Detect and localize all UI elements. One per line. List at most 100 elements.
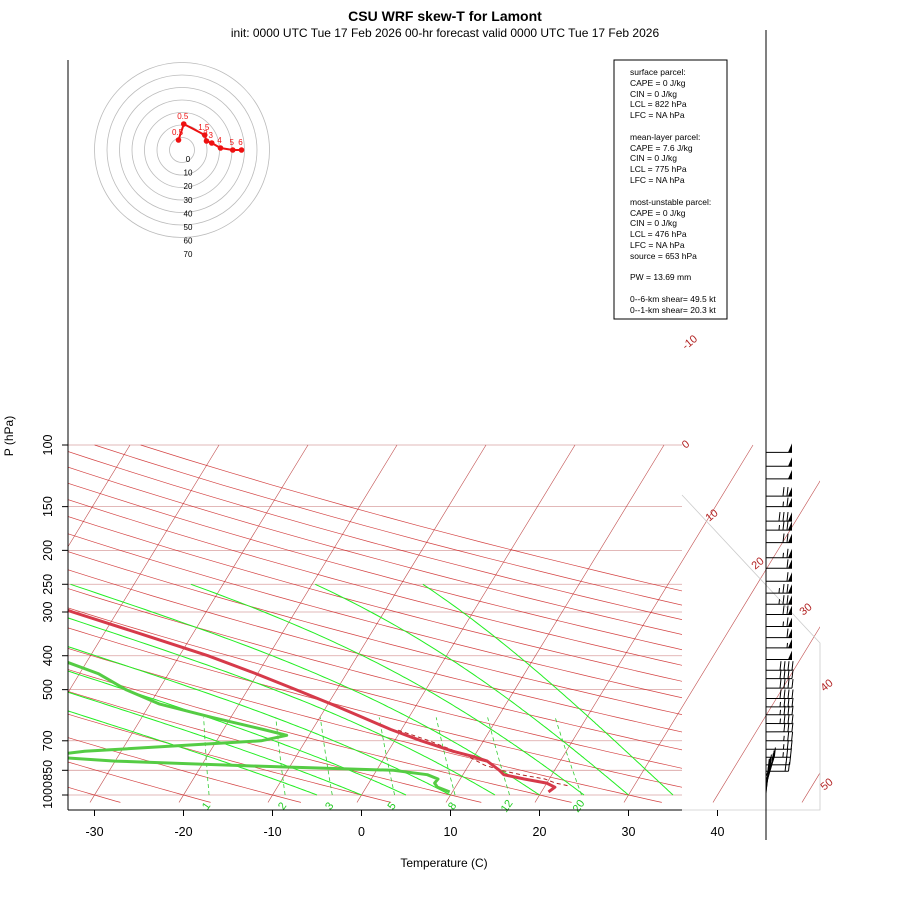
- mean-header: mean-layer parcel:: [630, 132, 700, 142]
- isotherm-label: 40: [819, 677, 836, 694]
- wind-barb: [765, 595, 793, 605]
- wind-barb: [765, 669, 794, 680]
- wind-barb-half: [779, 718, 781, 724]
- wind-barb: [765, 731, 794, 742]
- right-panel-frame: [681, 494, 821, 811]
- wind-barb: [765, 533, 793, 544]
- wind-barb-staff: [765, 767, 769, 794]
- wind-barb-full: [787, 661, 790, 671]
- hodograph-ring: [106, 74, 258, 226]
- wind-barb-full: [791, 714, 794, 724]
- wind-barb-full: [783, 705, 786, 715]
- mu-cape: CAPE = 0 J/kg: [630, 208, 686, 218]
- dry-adiabat: [68, 647, 662, 803]
- y-tick-label: 150: [41, 496, 55, 517]
- dry-adiabat: [0, 445, 30, 802]
- y-tick-label: 200: [41, 540, 55, 561]
- dewpoint-profile: [68, 660, 451, 794]
- wind-barb-half: [779, 701, 781, 707]
- wind-barb-full: [786, 487, 789, 497]
- wind-barb-full: [786, 617, 789, 627]
- dry-adiabat: [68, 516, 682, 682]
- wind-barb-flag: [788, 559, 792, 569]
- wind-barb-full: [786, 628, 789, 638]
- mean-cape: CAPE = 7.6 J/kg: [630, 143, 693, 153]
- hodograph-point: [201, 132, 208, 138]
- dry-adiabat: [140, 444, 682, 592]
- hodograph-point: [175, 137, 182, 143]
- wind-barb: [765, 512, 793, 522]
- wind-barb-full: [787, 722, 790, 732]
- wind-barb-flag: [788, 650, 792, 660]
- moist-adiabat: [68, 691, 362, 796]
- hodograph-point-label: 6: [238, 138, 243, 147]
- mixing-ratio-label: 12: [499, 798, 516, 815]
- surface-header: surface parcel:: [630, 67, 686, 77]
- x-axis-label: Temperature (C): [400, 856, 487, 870]
- moist-adiabat: [190, 583, 585, 796]
- wind-barb-full: [772, 753, 774, 763]
- wind-barb-flag: [788, 595, 792, 605]
- wind-barb-half: [786, 642, 788, 648]
- dry-adiabat: [68, 761, 211, 803]
- wind-barb-half: [782, 552, 784, 558]
- wind-barb-full: [786, 548, 789, 558]
- mixing-ratio-line: [554, 717, 582, 796]
- y-tick-label: 300: [41, 602, 55, 623]
- wind-barb: [765, 521, 793, 531]
- x-tick-label: 30: [622, 825, 636, 839]
- wind-barb-full: [779, 679, 782, 689]
- mixing-ratio-label: 8: [446, 800, 459, 812]
- wind-barb-flag: [788, 469, 792, 479]
- wind-barb-full: [786, 497, 789, 507]
- mixing-ratio-line: [487, 717, 510, 796]
- wind-barb-full: [769, 758, 772, 768]
- isotherm-line: [445, 444, 665, 803]
- wind-barb: [765, 689, 794, 699]
- isotherm-line: [68, 444, 131, 548]
- wind-barb: [765, 638, 793, 649]
- wind-barb: [765, 572, 793, 582]
- hodograph-point-label: 4: [217, 136, 222, 145]
- wind-barb-half: [782, 501, 784, 507]
- hodograph-point-label: 5: [230, 138, 235, 147]
- mixing-ratio-line: [203, 717, 210, 796]
- wind-barb: [765, 469, 793, 480]
- wind-barb-flag: [788, 628, 792, 638]
- chart-subtitle: init: 0000 UTC Tue 17 Feb 2026 00-hr for…: [231, 26, 660, 40]
- wind-barb-full: [791, 669, 794, 679]
- dry-adiabat: [68, 466, 682, 635]
- mu-lcl: LCL = 476 hPa: [630, 229, 687, 239]
- wind-barb-full: [783, 697, 786, 707]
- dry-adiabat: [68, 569, 682, 733]
- dry-adiabat: [68, 713, 392, 803]
- mu-cin: CIN = 0 J/kg: [630, 218, 677, 228]
- dry-adiabat: [68, 499, 682, 666]
- wind-barb: [765, 443, 793, 453]
- mixing-ratio-label: 1: [200, 800, 213, 812]
- hodograph-ring-label: 60: [184, 237, 193, 246]
- wind-barb-full: [791, 697, 794, 707]
- dry-adiabat: [68, 551, 682, 716]
- precipitable-water: PW = 13.69 mm: [630, 272, 691, 282]
- hodograph-ring-label: 50: [184, 223, 193, 232]
- wind-barb-full: [786, 559, 789, 569]
- isotherm-line: [178, 444, 398, 803]
- isotherm-label: 0: [680, 438, 692, 451]
- wind-barb: [765, 628, 793, 639]
- wind-barb: [765, 487, 793, 497]
- parcel-stats-box: surface parcel: CAPE = 0 J/kg CIN = 0 J/…: [613, 59, 728, 320]
- wind-barb: [765, 617, 793, 627]
- mixing-ratio-line: [378, 717, 395, 796]
- wind-barb-flag: [788, 617, 792, 627]
- mixing-ratio-label: 20: [571, 798, 588, 815]
- wind-barb-flag: [788, 487, 792, 497]
- wind-barb-full: [788, 762, 790, 772]
- wind-barb: [765, 679, 794, 689]
- wind-barb-full: [786, 748, 789, 758]
- profiles: [68, 608, 568, 794]
- wind-barb-half: [782, 744, 785, 750]
- hodograph-point-label: 0.5: [177, 112, 189, 121]
- wind-barb-flag: [788, 605, 792, 615]
- wind-barb-flag: [788, 572, 792, 582]
